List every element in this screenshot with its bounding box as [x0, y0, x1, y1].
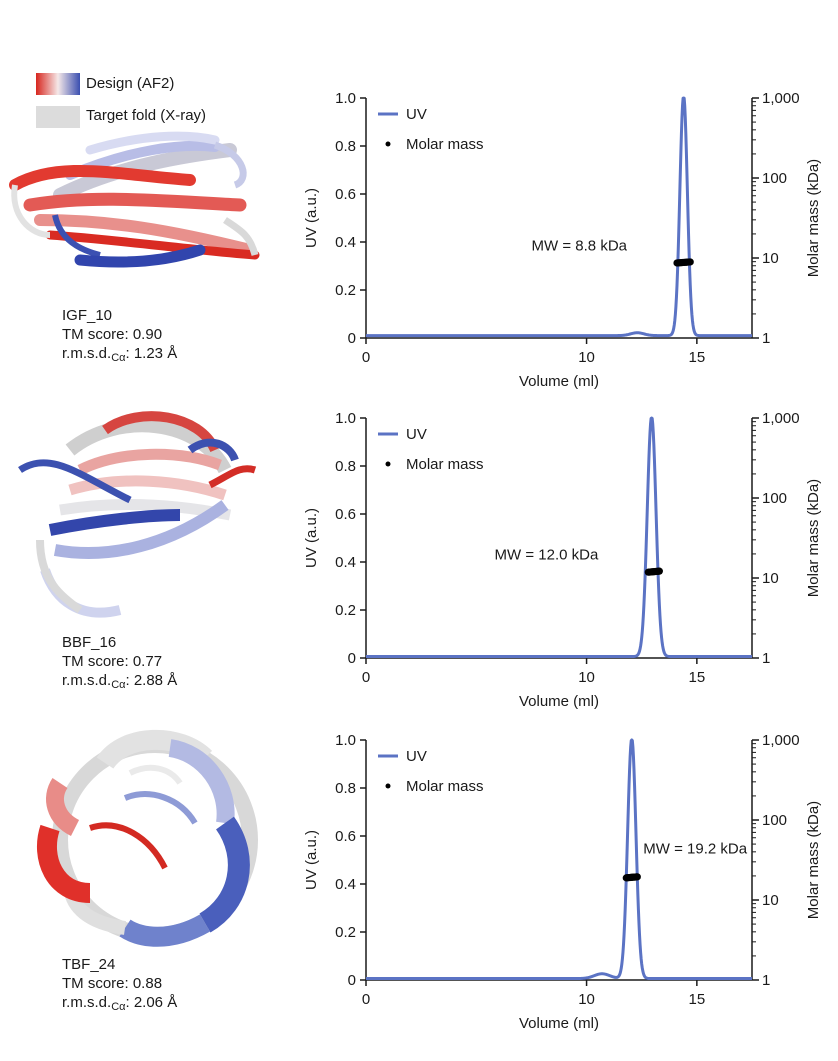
y2-axis-label: Molar mass (kDa): [805, 801, 822, 919]
y2-tick-label: 1,000: [762, 732, 800, 749]
protein-name: BBF_16: [62, 634, 117, 651]
y-tick-label: 0.6: [335, 828, 356, 845]
legend-molar-mass-dot: [385, 141, 391, 147]
uv-trace: [365, 738, 753, 981]
x-axis-label: Volume (ml): [519, 373, 599, 390]
y-tick-label: 0.6: [335, 186, 356, 203]
y-tick-label: 0.4: [335, 234, 356, 251]
y-tick-label: 0: [348, 330, 356, 347]
y-tick-label: 0.4: [335, 876, 356, 893]
rmsd-subscript: Cα: [111, 679, 126, 691]
protein-structure-bbf16: [18, 411, 257, 618]
y2-tick-label: 1: [762, 650, 770, 667]
rmsd-prefix: r.m.s.d.: [62, 994, 112, 1011]
y-tick-label: 0.4: [335, 554, 356, 571]
target-fold-swatch: [36, 106, 80, 128]
legend-molar-mass-label: Molar mass: [406, 136, 484, 153]
y-tick-label: 1.0: [335, 732, 356, 749]
y-tick-label: 0.8: [335, 138, 356, 155]
y-tick-label: 0: [348, 650, 356, 667]
y-tick-label: 0: [348, 972, 356, 989]
sec-malls-chart-2: 0 0.2 0.4 0.6 0.8 1.0 0 10 15 1 10 100 1,000 Volume (…: [303, 410, 822, 710]
y2-axis-label: Molar mass (kDa): [805, 159, 822, 277]
y-tick-label: 0.8: [335, 780, 356, 797]
sec-malls-chart-1: 0 0.2 0.4 0.6 0.8 1.0 0 10 15 1 10 100 1,000 Volume (…: [303, 90, 822, 390]
y2-axis-label: Molar mass (kDa): [805, 479, 822, 597]
legend-molar-mass-dot: [385, 783, 391, 789]
molar-mass-point: [655, 567, 663, 575]
protein-structure-igf10: [9, 131, 260, 268]
y2-tick-label: 100: [762, 812, 787, 829]
legend-target-label: Target fold (X-ray): [86, 107, 207, 124]
molar-mass-point: [686, 258, 694, 266]
y-axis-label: UV (a.u.): [303, 508, 320, 568]
protein-structure-tbf24: [37, 729, 258, 947]
rmsd-subscript: Cα: [111, 352, 126, 364]
rmsd-value: : 2.88 Å: [125, 672, 178, 689]
mw-annotation: MW = 8.8 kDa: [532, 237, 628, 254]
rmsd: r.m.s.d.Cα: 2.06 Å: [62, 993, 177, 1017]
protein-label-tbf24: TBF_24 TM score: 0.88 r.m.s.d.Cα: 2.06 Å: [62, 955, 177, 1017]
x-tick-label: 0: [362, 669, 370, 686]
rmsd-subscript: Cα: [111, 1001, 126, 1013]
y2-tick-label: 1,000: [762, 410, 800, 427]
mw-annotation: MW = 12.0 kDa: [495, 547, 599, 564]
y-tick-label: 1.0: [335, 410, 356, 427]
design-gradient-swatch: [36, 73, 80, 95]
x-tick-label: 0: [362, 991, 370, 1008]
legend-uv-label: UV: [406, 426, 427, 443]
legend-molar-mass-dot: [385, 461, 391, 467]
x-tick-label: 0: [362, 349, 370, 366]
protein-label-bbf16: BBF_16 TM score: 0.77 r.m.s.d.Cα: 2.88 Å: [62, 633, 177, 695]
y-tick-label: 0.6: [335, 506, 356, 523]
legend-uv-label: UV: [406, 106, 427, 123]
x-tick-label: 15: [689, 349, 706, 366]
y-axis-label: UV (a.u.): [303, 188, 320, 248]
x-tick-label: 15: [689, 669, 706, 686]
y-tick-label: 0.2: [335, 282, 356, 299]
y2-tick-label: 10: [762, 250, 779, 267]
y-tick-label: 0.2: [335, 602, 356, 619]
mw-annotation: MW = 19.2 kDa: [643, 840, 747, 857]
legend-design-label: Design (AF2): [86, 75, 175, 92]
x-tick-label: 10: [578, 349, 595, 366]
y-axis-label: UV (a.u.): [303, 830, 320, 890]
molar-mass-point: [633, 873, 641, 881]
x-axis-label: Volume (ml): [519, 1015, 599, 1032]
protein-name: TBF_24: [62, 956, 116, 973]
legend-uv-label: UV: [406, 748, 427, 765]
rmsd: r.m.s.d.Cα: 1.23 Å: [62, 344, 177, 368]
sec-malls-chart-3: 0 0.2 0.4 0.6 0.8 1.0 0 10 15 1 10 100 1,000 Volume (…: [303, 732, 822, 1032]
uv-trace: [365, 96, 753, 338]
y2-tick-label: 10: [762, 892, 779, 909]
x-tick-label: 15: [689, 991, 706, 1008]
rmsd-prefix: r.m.s.d.: [62, 672, 112, 689]
y-tick-label: 1.0: [335, 90, 356, 107]
protein-name: IGF_10: [62, 307, 113, 324]
y2-tick-label: 10: [762, 570, 779, 587]
y2-tick-label: 1,000: [762, 90, 800, 107]
rmsd-value: : 2.06 Å: [125, 994, 178, 1011]
rmsd-value: : 1.23 Å: [125, 345, 178, 362]
y-tick-label: 0.2: [335, 924, 356, 941]
x-tick-label: 10: [578, 669, 595, 686]
tm-score: TM score: 0.90: [62, 326, 163, 343]
legend-molar-mass-label: Molar mass: [406, 778, 484, 795]
y2-tick-label: 1: [762, 972, 770, 989]
y2-tick-label: 100: [762, 490, 787, 507]
rmsd: r.m.s.d.Cα: 2.88 Å: [62, 671, 177, 695]
x-axis-label: Volume (ml): [519, 693, 599, 710]
tm-score: TM score: 0.88: [62, 975, 163, 992]
rmsd-prefix: r.m.s.d.: [62, 345, 112, 362]
x-tick-label: 10: [578, 991, 595, 1008]
protein-label-igf10: IGF_10 TM score: 0.90 r.m.s.d.Cα: 1.23 Å: [62, 306, 177, 368]
y2-tick-label: 1: [762, 330, 770, 347]
tm-score: TM score: 0.77: [62, 653, 163, 670]
legend-molar-mass-label: Molar mass: [406, 456, 484, 473]
uv-trace: [365, 416, 753, 659]
y2-tick-label: 100: [762, 170, 787, 187]
y-tick-label: 0.8: [335, 458, 356, 475]
